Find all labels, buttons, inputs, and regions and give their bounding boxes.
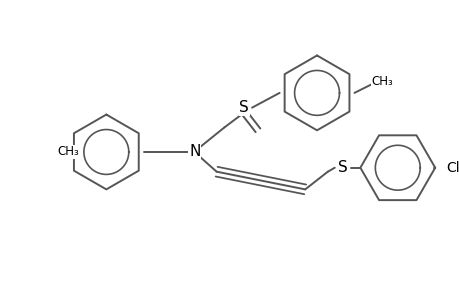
Text: CH₃: CH₃ <box>57 146 78 158</box>
Text: N: N <box>189 145 200 160</box>
Text: S: S <box>239 100 248 115</box>
Text: S: S <box>337 160 347 175</box>
Text: CH₃: CH₃ <box>370 75 392 88</box>
Text: Cl: Cl <box>445 161 459 175</box>
